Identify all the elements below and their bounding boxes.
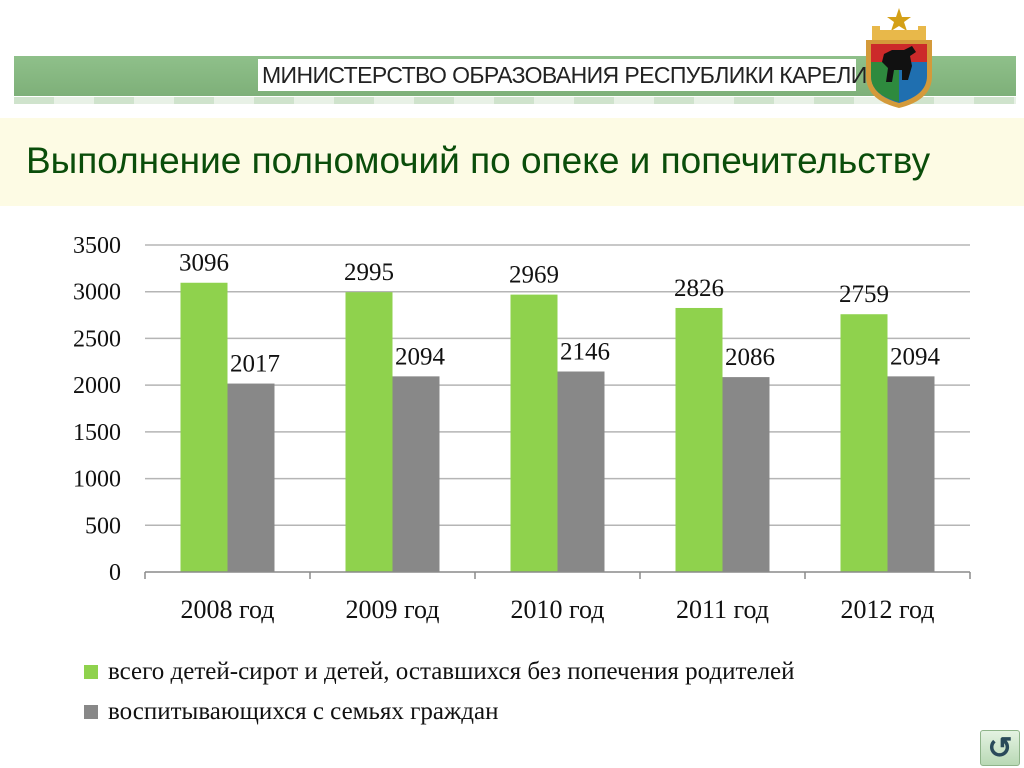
data-label-families-1: 2094 bbox=[395, 343, 446, 370]
legend-item-families: воспитывающихся с семьях граждан bbox=[84, 692, 984, 732]
bar-orphans-0 bbox=[180, 282, 228, 572]
y-axis-ticks: 0 500 1000 1500 2000 2500 3000 3500 bbox=[73, 233, 121, 586]
title-band bbox=[0, 118, 1024, 206]
legend-label-orphans: всего детей-сирот и детей, оставшихся бе… bbox=[108, 658, 795, 685]
legend-swatch-green bbox=[84, 665, 98, 679]
return-button[interactable]: ↺ bbox=[980, 730, 1020, 766]
data-label-orphans-4: 2759 bbox=[839, 281, 889, 308]
ministry-banner-label-bg bbox=[258, 59, 856, 91]
x-category-2: 2010 год bbox=[511, 595, 605, 624]
bar-orphans-1 bbox=[345, 292, 393, 572]
data-label-families-0: 2017 bbox=[230, 351, 280, 378]
y-tick-3500: 3500 bbox=[73, 233, 121, 259]
ministry-name: МИНИСТЕРСТВО ОБРАЗОВАНИЯ РЕСПУБЛИКИ КАРЕ… bbox=[262, 62, 883, 88]
data-label-families-4: 2094 bbox=[890, 343, 941, 370]
return-arrow-icon: ↺ bbox=[987, 731, 1013, 765]
y-tick-2000: 2000 bbox=[73, 373, 121, 399]
bar-families-2 bbox=[557, 371, 605, 572]
x-category-0: 2008 год bbox=[181, 595, 275, 624]
x-axis bbox=[144, 571, 971, 579]
y-tick-500: 500 bbox=[85, 513, 121, 539]
bar-orphans-2 bbox=[510, 294, 558, 572]
data-labels: 3096 2017 2995 2094 2969 2146 2826 2086 2759 2094 bbox=[179, 250, 941, 378]
y-tick-1000: 1000 bbox=[73, 467, 121, 493]
bar-families-4 bbox=[887, 376, 935, 572]
x-category-1: 2009 год bbox=[346, 595, 440, 624]
data-label-orphans-3: 2826 bbox=[674, 275, 724, 302]
x-category-3: 2011 год bbox=[676, 595, 769, 624]
legend-label-families: воспитывающихся с семьях граждан bbox=[108, 698, 499, 725]
bar-families-1 bbox=[392, 376, 440, 572]
slide-title: Выполнение полномочий по опеке и попечит… bbox=[26, 140, 931, 181]
data-label-orphans-1: 2995 bbox=[344, 259, 394, 286]
chart-bars bbox=[180, 282, 935, 572]
karelia-coat-of-arms-icon bbox=[866, 8, 932, 108]
bar-orphans-4 bbox=[840, 314, 888, 572]
y-tick-0: 0 bbox=[109, 560, 121, 586]
data-label-families-2: 2146 bbox=[560, 339, 610, 366]
data-label-orphans-0: 3096 bbox=[179, 250, 229, 277]
legend-item-orphans: всего детей-сирот и детей, оставшихся бе… bbox=[84, 652, 984, 692]
bar-families-0 bbox=[227, 383, 275, 572]
data-label-families-3: 2086 bbox=[725, 344, 775, 371]
banner-stripe bbox=[14, 97, 1016, 104]
y-tick-1500: 1500 bbox=[73, 420, 121, 446]
legend: всего детей-сирот и детей, оставшихся бе… bbox=[84, 652, 984, 732]
bar-families-3 bbox=[722, 377, 770, 572]
legend-swatch-gray bbox=[84, 705, 98, 719]
x-category-4: 2012 год bbox=[841, 595, 935, 624]
x-axis-categories: 2008 год 2009 год 2010 год 2011 год 2012 год bbox=[181, 595, 935, 624]
data-label-orphans-2: 2969 bbox=[509, 262, 559, 289]
y-tick-3000: 3000 bbox=[73, 280, 121, 306]
y-tick-2500: 2500 bbox=[73, 326, 121, 352]
bar-orphans-3 bbox=[675, 307, 723, 572]
bar-chart: 0 500 1000 1500 2000 2500 3000 3500 3096 2017 299… bbox=[73, 233, 971, 624]
